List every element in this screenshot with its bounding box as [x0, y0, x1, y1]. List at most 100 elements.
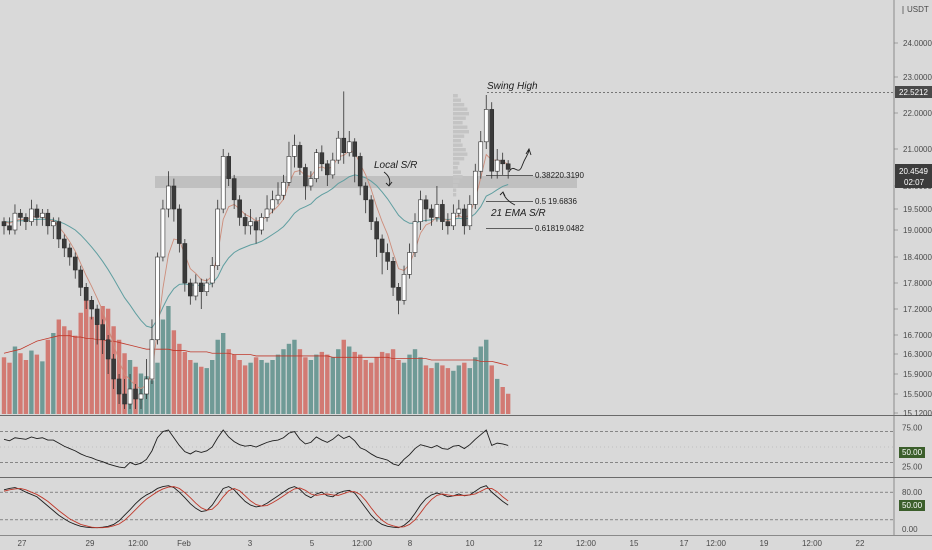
- candle-body[interactable]: [188, 282, 193, 297]
- candle-body[interactable]: [34, 208, 40, 218]
- candle-body[interactable]: [253, 221, 259, 231]
- candle-body[interactable]: [264, 208, 270, 218]
- candle-body[interactable]: [467, 204, 473, 227]
- candle-body[interactable]: [204, 282, 210, 292]
- candle-body[interactable]: [18, 212, 23, 218]
- candle-body[interactable]: [275, 194, 281, 201]
- candle-body[interactable]: [83, 287, 89, 301]
- candle-body[interactable]: [297, 145, 303, 168]
- last-price-badge[interactable]: [895, 164, 932, 188]
- candle-body[interactable]: [166, 185, 171, 210]
- candle-body[interactable]: [412, 221, 418, 253]
- candle-body[interactable]: [418, 199, 423, 222]
- candle-body[interactable]: [116, 378, 122, 395]
- candle-body[interactable]: [160, 208, 166, 258]
- candle-body[interactable]: [500, 159, 505, 165]
- candle-body[interactable]: [429, 208, 434, 218]
- candle-body[interactable]: [483, 109, 489, 143]
- candle-body[interactable]: [237, 199, 242, 218]
- candle-body[interactable]: [72, 256, 78, 271]
- candle-body[interactable]: [363, 185, 368, 201]
- local-sr-zone[interactable]: [155, 176, 577, 188]
- candle-body[interactable]: [105, 339, 111, 360]
- candle-body[interactable]: [478, 141, 484, 172]
- candle-body[interactable]: [144, 378, 149, 395]
- rsi-value-badge[interactable]: [899, 447, 925, 458]
- candle-body[interactable]: [220, 156, 226, 210]
- ema-sr-arrow[interactable]: [499, 191, 516, 206]
- candle-body[interactable]: [209, 265, 215, 284]
- candle-body[interactable]: [127, 388, 133, 405]
- candle-body[interactable]: [94, 308, 100, 325]
- candle-body[interactable]: [440, 204, 445, 222]
- candle-body[interactable]: [357, 156, 363, 187]
- local-sr-label[interactable]: Local S/R: [374, 160, 417, 171]
- candle-body[interactable]: [390, 261, 396, 288]
- candle-body[interactable]: [198, 282, 204, 292]
- candle-body[interactable]: [451, 212, 456, 227]
- candle-body[interactable]: [472, 170, 478, 205]
- candle-body[interactable]: [1, 221, 7, 227]
- candle-body[interactable]: [182, 243, 188, 284]
- candle-body[interactable]: [122, 393, 127, 405]
- candle-body[interactable]: [270, 199, 275, 210]
- candle-body[interactable]: [51, 221, 56, 227]
- candle-body[interactable]: [325, 163, 330, 176]
- candle-body[interactable]: [133, 388, 138, 400]
- candle-body[interactable]: [462, 208, 467, 227]
- candle-body[interactable]: [45, 212, 51, 227]
- candle-body[interactable]: [40, 212, 45, 218]
- candle-body[interactable]: [155, 256, 160, 341]
- candle-body[interactable]: [330, 159, 336, 176]
- candle-body[interactable]: [335, 137, 341, 161]
- time-axis[interactable]: [0, 535, 932, 550]
- candle-body[interactable]: [505, 163, 511, 170]
- candle-body[interactable]: [149, 339, 155, 380]
- candle-body[interactable]: [379, 238, 385, 253]
- candle-body[interactable]: [89, 300, 94, 310]
- candle-body[interactable]: [292, 145, 297, 157]
- candle-body[interactable]: [445, 221, 451, 227]
- rsi-pane[interactable]: [0, 416, 894, 477]
- candle-body[interactable]: [489, 109, 495, 172]
- candle-body[interactable]: [193, 282, 199, 297]
- main-pane[interactable]: [0, 0, 894, 415]
- candle-body[interactable]: [423, 199, 429, 210]
- candle-body[interactable]: [29, 208, 34, 222]
- candle-body[interactable]: [12, 212, 18, 231]
- candle-body[interactable]: [314, 152, 319, 179]
- candle-body[interactable]: [56, 221, 62, 240]
- candle-body[interactable]: [231, 178, 237, 201]
- swing-high-badge[interactable]: [895, 86, 932, 98]
- candle-body[interactable]: [434, 204, 440, 218]
- candle-body[interactable]: [281, 182, 286, 196]
- candle-body[interactable]: [385, 252, 390, 262]
- candle-body[interactable]: [494, 159, 500, 172]
- stoch-d-line[interactable]: [3, 486, 509, 529]
- candle-body[interactable]: [396, 287, 401, 301]
- candle-body[interactable]: [67, 247, 73, 258]
- ema-sr-label[interactable]: 21 EMA S/R: [490, 208, 546, 219]
- candle-body[interactable]: [308, 178, 314, 187]
- candle-body[interactable]: [242, 217, 248, 227]
- candle-body[interactable]: [215, 208, 221, 266]
- local-sr-arrow[interactable]: [383, 171, 393, 187]
- stoch-rsi-pane[interactable]: [0, 478, 894, 535]
- candle-body[interactable]: [346, 141, 352, 154]
- candle-body[interactable]: [401, 274, 407, 301]
- candle-body[interactable]: [286, 156, 292, 183]
- candle-body[interactable]: [374, 221, 379, 240]
- candle-body[interactable]: [7, 225, 12, 231]
- candle-body[interactable]: [352, 141, 358, 157]
- candle-body[interactable]: [259, 217, 264, 231]
- candle-body[interactable]: [226, 156, 231, 179]
- rsi-line[interactable]: [3, 429, 509, 469]
- candle-body[interactable]: [341, 137, 347, 153]
- candle-body[interactable]: [456, 208, 462, 214]
- candle-body[interactable]: [303, 167, 308, 187]
- candle-body[interactable]: [171, 185, 177, 210]
- candle-body[interactable]: [368, 199, 374, 222]
- candle-body[interactable]: [177, 208, 182, 244]
- stoch-value-badge[interactable]: [899, 500, 925, 511]
